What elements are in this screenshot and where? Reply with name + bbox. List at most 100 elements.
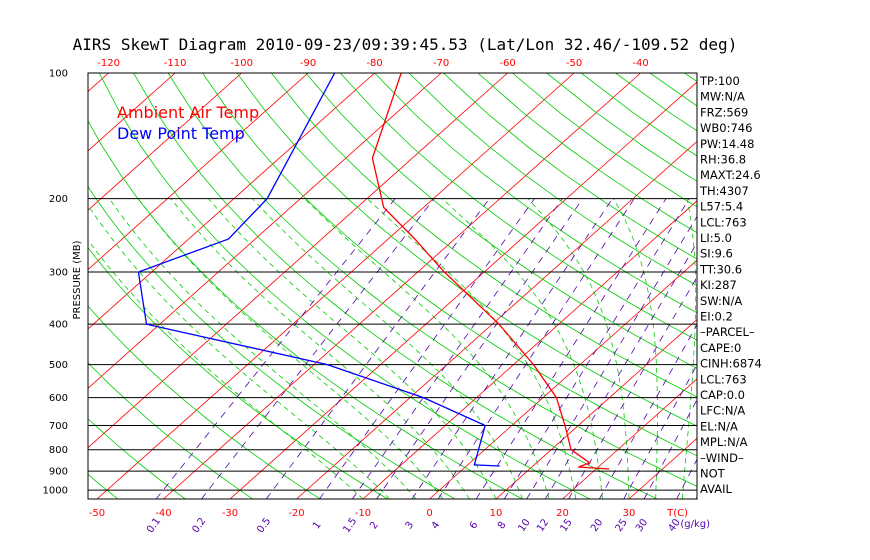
bottom-temp-tick-label: 20 (556, 508, 569, 519)
index-value: NOT (700, 467, 726, 481)
dry-adiabat (649, 73, 697, 107)
dry-adiabat (88, 362, 253, 499)
moist-adiabat (170, 198, 470, 499)
top-temp-tick-label: -120 (97, 58, 120, 69)
index-value: PW:14.48 (700, 137, 754, 151)
isotherm (296, 140, 697, 499)
pressure-tick-label: 600 (49, 393, 68, 404)
mixing-ratio-line (643, 398, 697, 499)
pressure-tick-label: 500 (49, 360, 68, 371)
y-axis-label: PRESSURE (MB) (72, 240, 83, 319)
index-value: SW:N/A (700, 294, 742, 308)
dry-adiabat (477, 73, 697, 234)
mixing-ratio-label: 3 (404, 520, 417, 532)
legend: Ambient Air Temp Dew Point Temp (117, 103, 259, 143)
isotherm (429, 259, 697, 499)
index-value: –WIND– (700, 451, 744, 465)
moist-adiabat (252, 198, 523, 499)
mixing-ratio-label: 2 (368, 520, 381, 532)
moist-adiabat (137, 198, 444, 499)
top-temp-tick-label: -100 (230, 58, 253, 69)
bottom-temp-tick-label: 30 (623, 508, 636, 519)
dry-adiabat (305, 73, 697, 369)
dry-adiabat (788, 73, 870, 499)
index-value: LCL:763 (700, 215, 747, 229)
chart-title: AIRS SkewT Diagram 2010-09-23/09:39:45.5… (73, 35, 738, 54)
index-value: CAPE:0 (700, 341, 741, 355)
mixing-ratio-line (568, 276, 697, 499)
isotherm (88, 73, 375, 330)
index-value: EL:N/A (700, 419, 738, 433)
mixing-ratio-label: 30 (634, 517, 650, 534)
mixing-ratio-line (623, 364, 697, 499)
isotherm (762, 73, 870, 499)
pressure-tick-label: 800 (49, 445, 68, 456)
index-value: CAP:0.0 (700, 388, 745, 402)
bottom-temp-tick-label: 10 (490, 508, 503, 519)
isotherm (88, 73, 242, 211)
legend-entry: Dew Point Temp (117, 124, 245, 143)
index-value: EI:0.2 (700, 310, 733, 324)
temp-unit-label: T(C) (666, 508, 688, 519)
mixing-ratio-label: 0.2 (190, 516, 208, 535)
index-value: TH:4307 (699, 184, 749, 198)
mixing-ratio-line (352, 198, 563, 499)
isotherm (163, 73, 641, 499)
isotherm (88, 73, 508, 449)
mixing-ratio-label: 8 (496, 520, 509, 532)
top-temp-tick-label: -50 (566, 58, 582, 69)
moist-adiabat (613, 198, 658, 499)
mixing-ratio-line (201, 198, 435, 499)
top-temp-tick-labels: -120 -110 -100 -90 -80 -70 -60 -50 -40 (97, 58, 649, 69)
index-value: LI:5.0 (700, 231, 732, 245)
dry-adiabat (88, 185, 456, 499)
pressure-tick-label: 1000 (43, 486, 68, 497)
moist-adiabat (108, 198, 417, 499)
mixing-ratio-line (411, 198, 613, 499)
dry-adiabat (270, 73, 697, 398)
index-value: KI:287 (700, 278, 737, 292)
isotherm (88, 73, 309, 271)
mixing-ratio-line (376, 198, 584, 499)
mixing-ratio-line (265, 198, 490, 499)
dry-adiabat (167, 73, 697, 487)
dry-adiabat (443, 73, 697, 260)
dry-adiabat (857, 73, 870, 499)
moist-adiabat (441, 198, 603, 499)
mixing-ratio-label: 6 (468, 520, 481, 532)
isotherm (562, 378, 697, 499)
mixing-ratio-label: 1 (311, 520, 324, 532)
pressure-tick-label: 100 (49, 69, 68, 80)
index-value: WB0:746 (700, 121, 752, 135)
moist-adiabat (208, 198, 497, 499)
isotherm (495, 318, 697, 499)
mixing-ratio-label: 12 (535, 517, 551, 534)
index-value: L57:5.4 (700, 200, 743, 214)
top-temp-tick-label: -40 (632, 58, 648, 69)
dry-adiabat (374, 73, 697, 314)
index-value: LCL:763 (700, 372, 747, 386)
index-value: AVAIL (700, 482, 733, 496)
series-layer (137, 73, 610, 470)
bottom-temp-tick-label: -40 (155, 508, 171, 519)
dry-adiabat (88, 418, 186, 499)
top-temp-tick-label: -110 (164, 58, 187, 69)
index-value: MAXT:24.6 (700, 168, 761, 182)
air-temp-line (371, 73, 610, 470)
bottom-temp-tick-label: 0 (426, 508, 432, 519)
mixing-ratio-line (503, 198, 690, 499)
pressure-tick-label: 400 (49, 320, 68, 331)
isotherm (88, 73, 442, 389)
pressure-tick-label: 300 (49, 268, 68, 279)
isotherm (88, 73, 176, 152)
index-value: SI:9.6 (700, 247, 733, 261)
top-temp-tick-label: -70 (433, 58, 449, 69)
pressure-tick-label: 900 (49, 467, 68, 478)
index-value: RH:36.8 (700, 153, 746, 167)
pressure-tick-label: 700 (49, 421, 68, 432)
dry-adiabat (822, 73, 870, 499)
top-temp-tick-label: -90 (300, 58, 316, 69)
dry-adiabat (202, 73, 697, 457)
